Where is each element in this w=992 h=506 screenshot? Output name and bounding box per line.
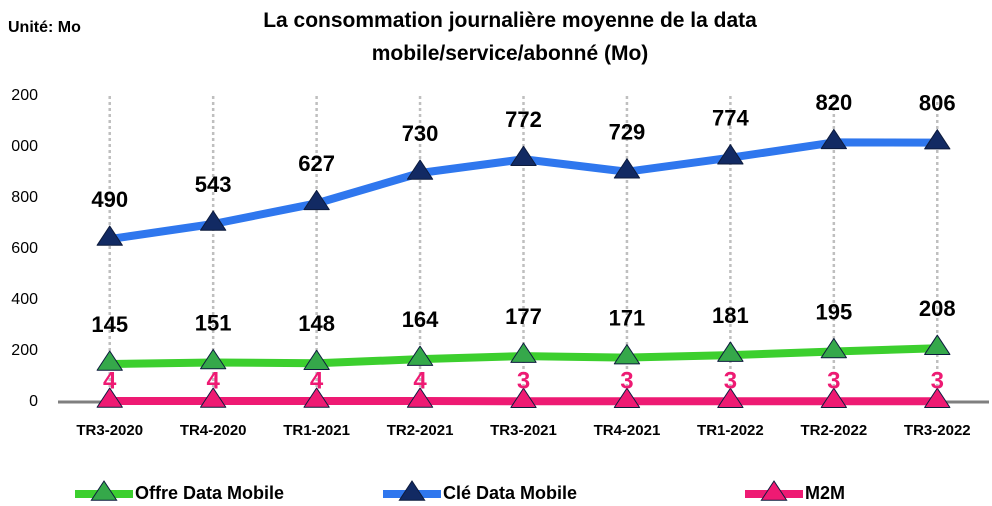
data-label: 195 xyxy=(815,299,852,324)
data-label: 4 xyxy=(206,367,220,394)
data-label: 820 xyxy=(815,90,852,115)
marker xyxy=(613,387,641,408)
data-label: 145 xyxy=(91,312,128,337)
y-tick-label: 200 xyxy=(11,342,38,359)
marker xyxy=(406,345,434,366)
marker xyxy=(96,350,123,371)
data-label: 627 xyxy=(298,151,335,176)
legend-marker xyxy=(398,480,426,501)
data-label: 3 xyxy=(620,368,633,395)
data-label: 181 xyxy=(712,303,749,328)
y-tick-label: 400 xyxy=(11,291,38,308)
marker xyxy=(510,387,537,408)
y-tick-label: 0 xyxy=(29,393,38,410)
data-label: 151 xyxy=(195,310,232,335)
data-label: 543 xyxy=(195,172,232,197)
marker xyxy=(200,348,227,370)
legend-marker xyxy=(760,480,788,501)
legend-label: Clé Data Mobile xyxy=(443,483,577,503)
unit-label: Unité: Mo xyxy=(8,19,81,36)
data-label: 3 xyxy=(724,368,737,395)
marker xyxy=(96,387,123,408)
data-label: 164 xyxy=(402,307,439,332)
data-label: 490 xyxy=(91,187,128,212)
marker xyxy=(406,387,434,408)
y-tick-label: 000 xyxy=(11,138,38,155)
x-tick-label: TR1-2021 xyxy=(283,422,350,439)
data-label: 774 xyxy=(712,106,749,131)
data-label: 208 xyxy=(919,296,956,321)
data-label: 177 xyxy=(505,304,542,329)
x-tick-label: TR3-2022 xyxy=(904,422,971,439)
marker xyxy=(510,145,537,166)
marker xyxy=(96,225,123,246)
data-label: 772 xyxy=(505,107,542,132)
legend-label: M2M xyxy=(805,483,845,503)
marker xyxy=(303,189,330,211)
marker xyxy=(717,144,744,165)
marker xyxy=(303,349,330,370)
marker xyxy=(303,387,330,408)
marker xyxy=(613,344,641,365)
marker xyxy=(200,387,227,408)
data-label: 3 xyxy=(931,368,944,395)
data-label: 3 xyxy=(827,368,840,395)
marker xyxy=(924,387,951,408)
chart-title: La consommation journalière moyenne de l… xyxy=(263,9,757,65)
y-tick-label: 800 xyxy=(11,189,38,206)
marker xyxy=(820,128,847,150)
marker xyxy=(924,334,951,355)
x-tick-label: TR4-2020 xyxy=(180,422,247,439)
x-tick-label: TR2-2021 xyxy=(387,422,454,439)
y-tick-label: 200 xyxy=(11,87,38,104)
data-label: 729 xyxy=(609,120,646,145)
marker xyxy=(613,158,641,179)
x-tick-label: TR2-2022 xyxy=(800,422,867,439)
legend-label: Offre Data Mobile xyxy=(135,483,284,503)
data-label: 148 xyxy=(298,311,335,336)
data-label: 171 xyxy=(609,305,646,330)
data-label: 3 xyxy=(517,368,530,395)
marker xyxy=(510,342,537,363)
y-tick-label: 600 xyxy=(11,240,38,257)
marker xyxy=(820,387,847,408)
x-tick-label: TR1-2022 xyxy=(697,422,764,439)
data-label: 4 xyxy=(413,367,427,394)
marker xyxy=(820,338,847,359)
data-label: 730 xyxy=(402,121,439,146)
legend-marker xyxy=(90,480,118,501)
marker xyxy=(406,159,434,180)
marker xyxy=(717,341,744,362)
x-tick-label: TR4-2021 xyxy=(594,422,661,439)
x-tick-label: TR3-2020 xyxy=(76,422,143,439)
marker xyxy=(924,129,951,150)
x-tick-label: TR3-2021 xyxy=(490,422,557,439)
data-label: 4 xyxy=(103,367,117,394)
data-label: 806 xyxy=(919,90,956,115)
marker xyxy=(717,387,744,408)
data-label: 4 xyxy=(310,367,324,394)
marker xyxy=(200,210,227,231)
